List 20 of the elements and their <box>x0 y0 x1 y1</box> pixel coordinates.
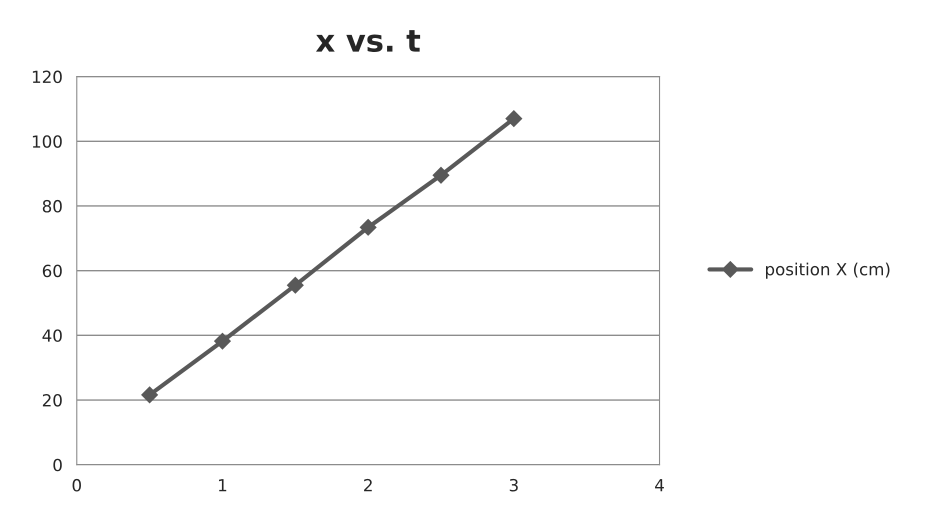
x-tick-label: 4 <box>655 479 664 492</box>
point <box>214 332 231 350</box>
point <box>432 166 450 184</box>
point <box>141 386 158 404</box>
x-tick-label: 2 <box>364 478 372 492</box>
point <box>286 276 304 294</box>
chart-title: x vs. t <box>316 30 420 52</box>
x-tick-label: 0 <box>72 478 81 492</box>
y-tick-label: 120 <box>32 70 62 84</box>
point <box>360 218 377 236</box>
legend-label: position X (cm) <box>766 262 890 279</box>
y-tick-label: 100 <box>32 135 62 148</box>
point <box>505 110 522 128</box>
x-tick-label: 1 <box>218 479 226 492</box>
y-tick-label: 60 <box>42 264 62 278</box>
y-tick-label: 20 <box>42 394 62 407</box>
y-tick-label: 0 <box>53 458 62 472</box>
y-tick-label: 40 <box>42 329 62 342</box>
y-tick-label: 80 <box>42 200 62 213</box>
x-tick-label: 3 <box>510 478 518 492</box>
